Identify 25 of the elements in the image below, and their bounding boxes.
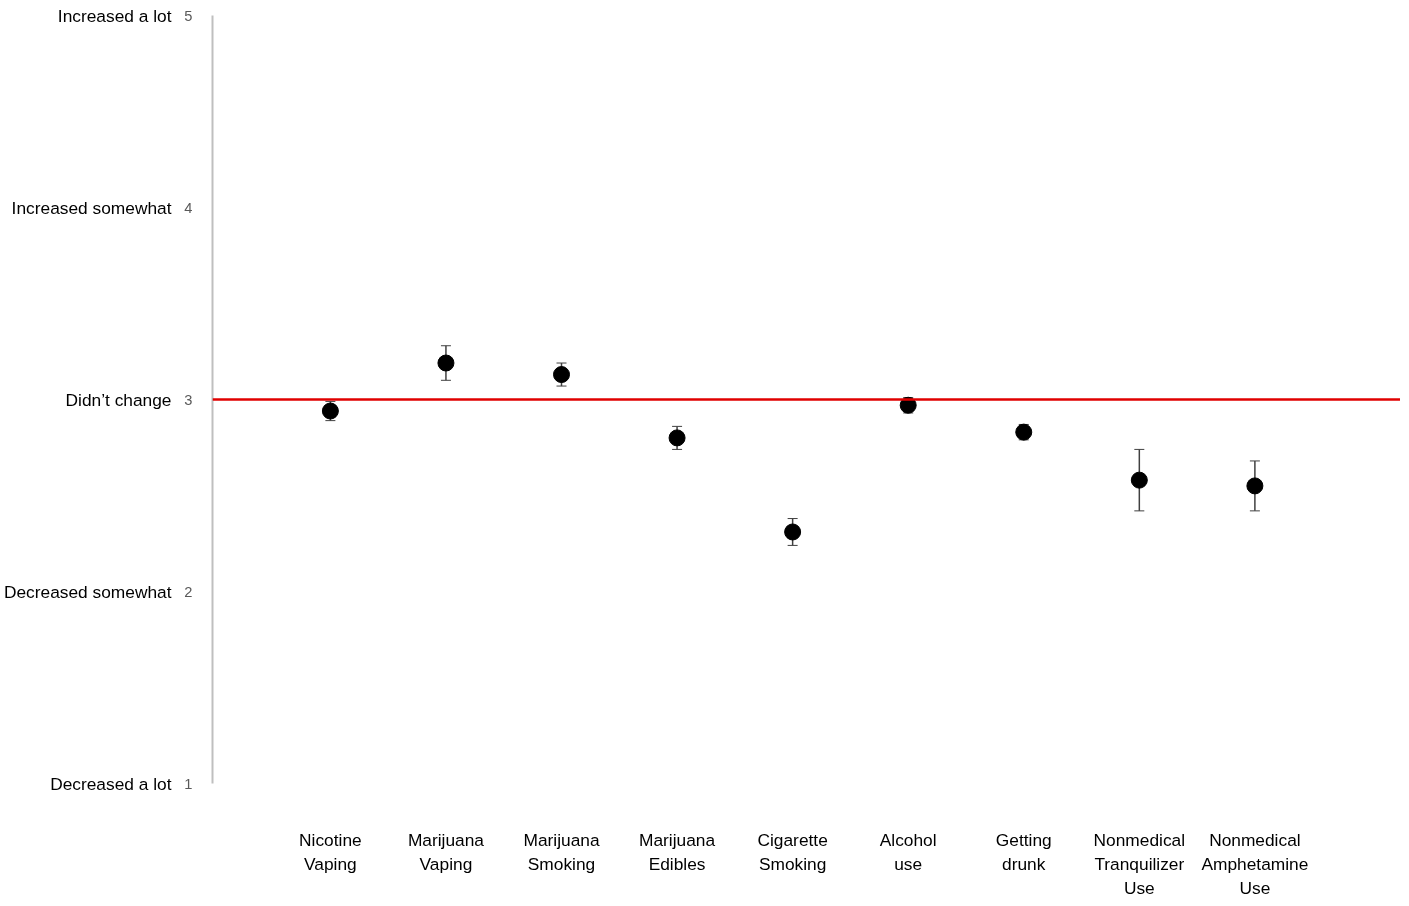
text: Decreased a lot (50, 773, 172, 794)
point (784, 523, 802, 541)
x-tick-label: Getting drunk (995, 829, 1052, 874)
text: Decreased somewhat (3, 581, 172, 602)
y-tick-label: 3 (184, 391, 193, 408)
x-tick-label: Marijuana Vaping (407, 829, 485, 874)
text: Increased a lot (57, 5, 172, 26)
y-tick-label: 1 (184, 775, 193, 792)
y-tick-label: 5 (184, 7, 193, 24)
point (1130, 471, 1148, 489)
text: Increased somewhat (11, 197, 172, 218)
x-tick-label: Marijuana Smoking (523, 829, 600, 874)
y-tick-label: 2 (184, 583, 193, 600)
x-tick-label: Marijuana Edibles (639, 829, 716, 874)
x-tick-label: Nicotine Vaping (299, 829, 362, 874)
x-tick-label: Alcohol use (879, 829, 937, 874)
text: Didn’t change (65, 389, 172, 410)
x-tick-label: Nonmedical Amphetamine Use (1201, 829, 1309, 898)
point (1246, 477, 1264, 495)
x-tick-label: Nonmedical Tranquilizer Use (1093, 829, 1186, 898)
y-tick-label: 4 (184, 199, 193, 216)
point (437, 354, 455, 372)
point (668, 429, 686, 447)
point (553, 366, 570, 384)
x-tick-label: Cigarette Smoking (757, 829, 828, 874)
